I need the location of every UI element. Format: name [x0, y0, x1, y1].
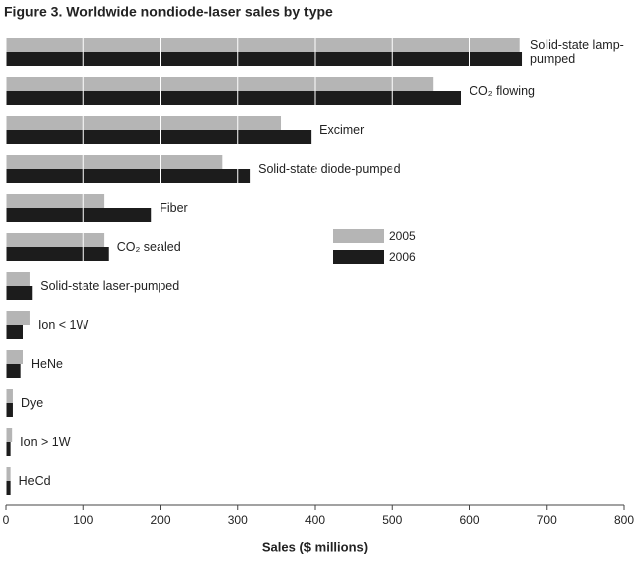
category-label: Excimer [319, 123, 365, 137]
category-label-box: Solid-state diode-pumped [258, 162, 401, 176]
category-label: Solid-state diode-pumped [258, 162, 401, 176]
bar [6, 325, 23, 339]
legend-swatch [333, 229, 384, 243]
bar [6, 272, 30, 286]
bar [6, 38, 520, 52]
category-label-box: Fiber [159, 201, 188, 215]
category-label: Dye [20, 396, 44, 410]
bar [6, 169, 251, 183]
legend-swatch [333, 250, 384, 264]
category-label-box: Solid-state lamp-pumped [530, 38, 624, 66]
category-label: CO₂ sealed [116, 240, 181, 254]
category-label-box: HeNe [30, 357, 63, 371]
category-label-box: Excimer [319, 123, 365, 137]
bar [6, 208, 152, 222]
bar [6, 403, 13, 417]
bar [6, 247, 109, 261]
category-label: Solid-state lamp-pumped [530, 38, 624, 66]
x-tick-label: 100 [73, 513, 93, 527]
bar [6, 194, 105, 208]
category-label: Solid-state laser-pumped [40, 279, 180, 293]
bar [6, 91, 462, 105]
bar [6, 389, 13, 403]
bar [6, 77, 434, 91]
x-tick-label: 400 [305, 513, 325, 527]
x-tick-label: 600 [459, 513, 479, 527]
bar [6, 428, 13, 442]
bar [6, 52, 523, 66]
bar [6, 130, 312, 144]
category-label-box: Ion > 1W [20, 435, 71, 449]
category-label: HeNe [30, 357, 63, 371]
bar [6, 311, 30, 325]
bar [6, 286, 33, 300]
x-tick-label: 800 [614, 513, 634, 527]
x-tick-label: 500 [382, 513, 402, 527]
bar [6, 467, 11, 481]
bar [6, 155, 223, 169]
x-tick-label: 700 [537, 513, 557, 527]
category-label-box: CO₂ sealed [116, 240, 181, 254]
bar [6, 442, 11, 456]
legend-label: 2005 [389, 229, 416, 243]
x-axis-title: Sales ($ millions) [262, 539, 368, 554]
category-label-box: HeCd [18, 474, 51, 488]
category-label-box: Solid-state laser-pumped [40, 279, 180, 293]
bar [6, 350, 23, 364]
category-label-box: Ion < 1W [37, 318, 89, 332]
category-label: Fiber [159, 201, 188, 215]
category-label: CO₂ flowing [469, 84, 535, 98]
category-label: Ion < 1W [37, 318, 89, 332]
category-label: HeCd [18, 474, 51, 488]
category-label-box: CO₂ flowing [469, 84, 535, 98]
x-tick-label: 0 [3, 513, 10, 527]
category-label: Ion > 1W [20, 435, 71, 449]
bar [6, 233, 105, 247]
chart-title: Figure 3. Worldwide nondiode-laser sales… [4, 4, 333, 20]
legend-label: 2006 [389, 250, 416, 264]
x-tick-label: 200 [150, 513, 170, 527]
bar [6, 481, 11, 495]
category-label-box: Dye [20, 396, 44, 410]
x-tick-label: 300 [228, 513, 248, 527]
bar [6, 364, 21, 378]
bar [6, 116, 282, 130]
